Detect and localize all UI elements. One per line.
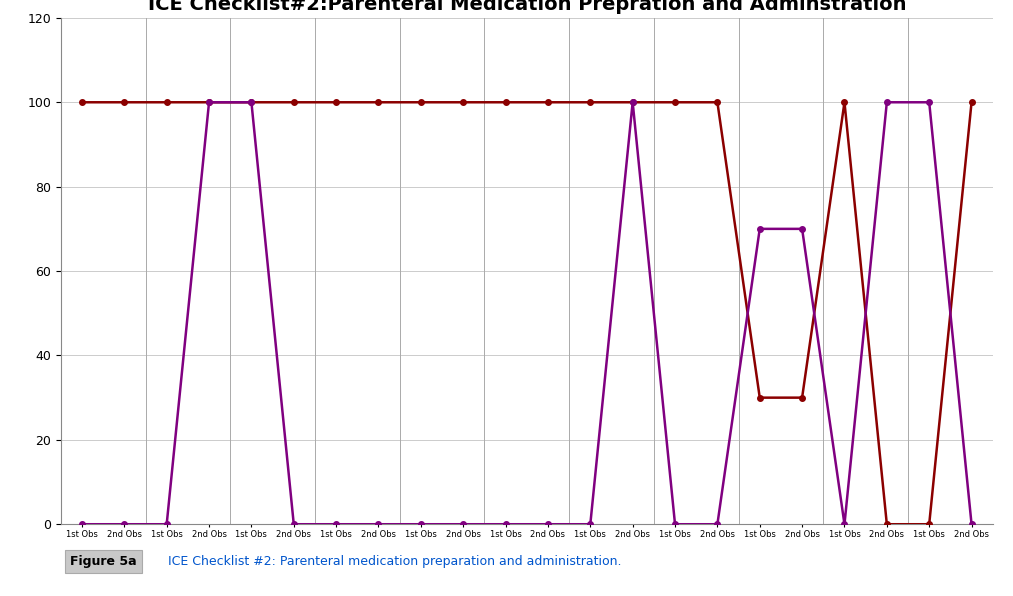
Met % [119, 99, 131, 106]
Unmet % [457, 521, 469, 528]
Unmet % [330, 521, 342, 528]
Unmet % [711, 521, 723, 528]
Text: ICE Checklist #2: Parenteral medication preparation and administration.: ICE Checklist #2: Parenteral medication … [168, 554, 621, 567]
Unmet % [203, 99, 215, 106]
Met % [76, 99, 88, 106]
Met % [669, 99, 681, 106]
Unmet % [880, 99, 892, 106]
Unmet % [76, 521, 88, 528]
Unmet % [288, 521, 300, 528]
Unmet % [245, 99, 257, 106]
Met % [627, 99, 639, 106]
Met % [330, 99, 342, 106]
Unmet % [627, 99, 639, 106]
Unmet % [499, 521, 512, 528]
Line: Unmet %: Unmet % [79, 100, 975, 527]
Unmet % [585, 521, 597, 528]
Met % [373, 99, 385, 106]
Met % [796, 394, 808, 401]
Met % [965, 99, 978, 106]
Unmet % [373, 521, 385, 528]
Met % [880, 521, 892, 528]
Met % [414, 99, 426, 106]
Unmet % [965, 521, 978, 528]
Unmet % [669, 521, 681, 528]
Unmet % [839, 521, 851, 528]
Title: ICE Checklist#2:Parenteral Medication Prepration and Adminstration: ICE Checklist#2:Parenteral Medication Pr… [148, 0, 906, 14]
Line: Met %: Met % [79, 100, 975, 527]
Met % [457, 99, 469, 106]
Unmet % [414, 521, 426, 528]
Met % [203, 99, 215, 106]
Met % [585, 99, 597, 106]
Unmet % [161, 521, 173, 528]
Met % [288, 99, 300, 106]
Unmet % [119, 521, 131, 528]
Text: Figure 5a: Figure 5a [70, 554, 137, 567]
Met % [245, 99, 257, 106]
Met % [754, 394, 766, 401]
Unmet % [754, 225, 766, 232]
Unmet % [923, 99, 935, 106]
Unmet % [796, 225, 808, 232]
Met % [542, 99, 554, 106]
Met % [711, 99, 723, 106]
Unmet % [542, 521, 554, 528]
Met % [161, 99, 173, 106]
Met % [923, 521, 935, 528]
Met % [499, 99, 512, 106]
Met % [839, 99, 851, 106]
